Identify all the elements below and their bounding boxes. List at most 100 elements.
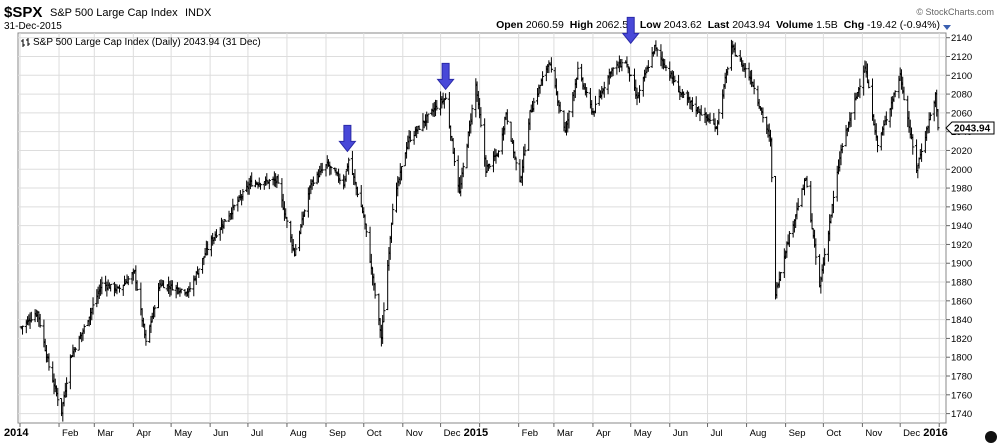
watermark: © StockCharts.com bbox=[916, 7, 994, 17]
ohlc-bar bbox=[673, 75, 677, 83]
x-tick-label: Mar bbox=[97, 428, 113, 439]
ohlc-bar bbox=[699, 105, 703, 116]
x-tick-label: May bbox=[634, 428, 652, 439]
x-tick-label: Sep bbox=[329, 428, 346, 439]
x-tick-label: Mar bbox=[557, 428, 573, 439]
ohlc-bar bbox=[232, 204, 236, 211]
y-tick-label: 2000 bbox=[951, 165, 972, 176]
ohlc-bar bbox=[810, 213, 814, 229]
chg-value: -19.42 (-0.94%) bbox=[867, 19, 940, 31]
ohlc-bar bbox=[320, 162, 324, 174]
ohlc-bar bbox=[540, 71, 545, 86]
ohlc-bar bbox=[882, 120, 886, 136]
ohlc-bar bbox=[875, 135, 880, 153]
y-tick-label: 1780 bbox=[951, 372, 972, 383]
ohlc-bar bbox=[135, 280, 139, 291]
ohlc-bar bbox=[558, 101, 562, 113]
ohlc-bar bbox=[285, 217, 289, 229]
ohlc-bar bbox=[452, 147, 457, 166]
y-tick-label: 1800 bbox=[951, 353, 972, 364]
ohlc-bar bbox=[329, 165, 333, 175]
ohlc-bar bbox=[369, 253, 373, 275]
ohlc-bar bbox=[576, 61, 580, 80]
ohlc-bar bbox=[585, 87, 589, 98]
y-tick-label: 2020 bbox=[951, 146, 972, 157]
legend-text: S&P 500 Large Cap Index (Daily) 2043.94 … bbox=[33, 37, 261, 48]
ohlc-bar bbox=[82, 324, 86, 334]
ohlc-bar bbox=[549, 57, 553, 73]
ohlc-bar bbox=[893, 90, 897, 98]
chart-index-name: S&P 500 Large Cap Index bbox=[50, 7, 178, 19]
low-label: Low bbox=[640, 19, 662, 31]
quote-line: Open 2060.59 High 2062.54 Low 2043.62 La… bbox=[496, 19, 940, 31]
ohlc-bar bbox=[47, 353, 51, 371]
ohlc-bar bbox=[505, 109, 509, 125]
ohlc-bar bbox=[919, 143, 924, 162]
arrow-down-icon bbox=[621, 16, 640, 45]
high-label: High bbox=[570, 19, 593, 31]
ohlc-bar bbox=[250, 172, 254, 187]
y-tick-label: 2100 bbox=[951, 71, 972, 82]
ohlc-bar bbox=[311, 176, 315, 187]
ohlc-bar bbox=[690, 97, 695, 112]
x-axis: 2014 Feb Mar Apr May Jun Jul Aug Sep Oct Nov Dec 201… bbox=[4, 423, 948, 439]
y-tick-label: 1980 bbox=[951, 184, 972, 195]
y-tick-label: 2080 bbox=[951, 90, 972, 101]
volume-label: Volume bbox=[776, 19, 813, 31]
x-tick-label: Oct bbox=[826, 428, 841, 439]
ohlc-bar bbox=[770, 137, 774, 183]
ohlc-bar bbox=[161, 280, 166, 289]
ohlc-bar bbox=[461, 162, 465, 178]
y-tick-label: 1900 bbox=[951, 259, 972, 270]
ohlc-bar bbox=[347, 157, 351, 175]
bar-style-icon bbox=[21, 38, 30, 47]
ohlc-bar bbox=[593, 95, 598, 114]
ohlc-bar bbox=[223, 219, 227, 222]
y-tick-label: 2060 bbox=[951, 108, 972, 119]
ohlc-bar bbox=[294, 243, 298, 257]
chart-date: 31-Dec-2015 bbox=[4, 21, 62, 32]
ohlc-bar bbox=[805, 175, 809, 188]
annotation-arrows bbox=[338, 16, 640, 153]
chart-symbol: $SPX bbox=[4, 4, 42, 21]
ohlc-bar bbox=[257, 177, 261, 188]
ohlc-bar bbox=[364, 223, 368, 237]
ohlc-bar bbox=[276, 174, 280, 184]
y-tick-label: 1920 bbox=[951, 240, 972, 251]
ohlc-bar bbox=[717, 108, 721, 125]
y-tick-label: 1960 bbox=[951, 202, 972, 213]
x-tick-label: Oct bbox=[367, 428, 382, 439]
y-tick-label: 1860 bbox=[951, 296, 972, 307]
ohlc-bar bbox=[911, 134, 915, 155]
dropdown-triangle-icon[interactable] bbox=[943, 25, 951, 30]
ohlc-bar bbox=[814, 238, 818, 265]
ohlc-bar bbox=[20, 325, 25, 335]
ohlc-bar bbox=[64, 377, 69, 398]
open-label: Open bbox=[496, 19, 523, 31]
x-tick-label: Feb bbox=[62, 428, 78, 439]
ohlc-bar bbox=[267, 178, 271, 190]
ohlc-bar bbox=[144, 329, 148, 346]
x-tick-label: Jun bbox=[213, 428, 228, 439]
ohlc-bar bbox=[179, 288, 183, 294]
ohlc-bar bbox=[532, 97, 536, 112]
chg-label: Chg bbox=[844, 19, 864, 31]
ohlc-bar bbox=[391, 203, 395, 225]
ohlc-bar bbox=[488, 163, 492, 169]
ohlc-bar bbox=[743, 63, 747, 78]
x-tick-label: Jul bbox=[711, 428, 723, 439]
ohlc-bar bbox=[479, 107, 483, 128]
ohlc-bar bbox=[73, 347, 78, 353]
ohlc-bar bbox=[796, 198, 800, 211]
last-price-tag: 2043.94 bbox=[945, 121, 995, 134]
low-value: 2043.62 bbox=[664, 19, 702, 31]
ohlc-bar bbox=[936, 109, 940, 131]
arrow-down-icon bbox=[436, 62, 455, 91]
ohlc-bar bbox=[646, 60, 650, 72]
ohlc-bar bbox=[626, 65, 630, 74]
ohlc-bar bbox=[752, 79, 756, 95]
ohlc-bar bbox=[382, 302, 386, 323]
ohlc-bar bbox=[444, 93, 448, 100]
ohlc-bar bbox=[100, 276, 104, 295]
ohlc-bar bbox=[928, 112, 933, 121]
